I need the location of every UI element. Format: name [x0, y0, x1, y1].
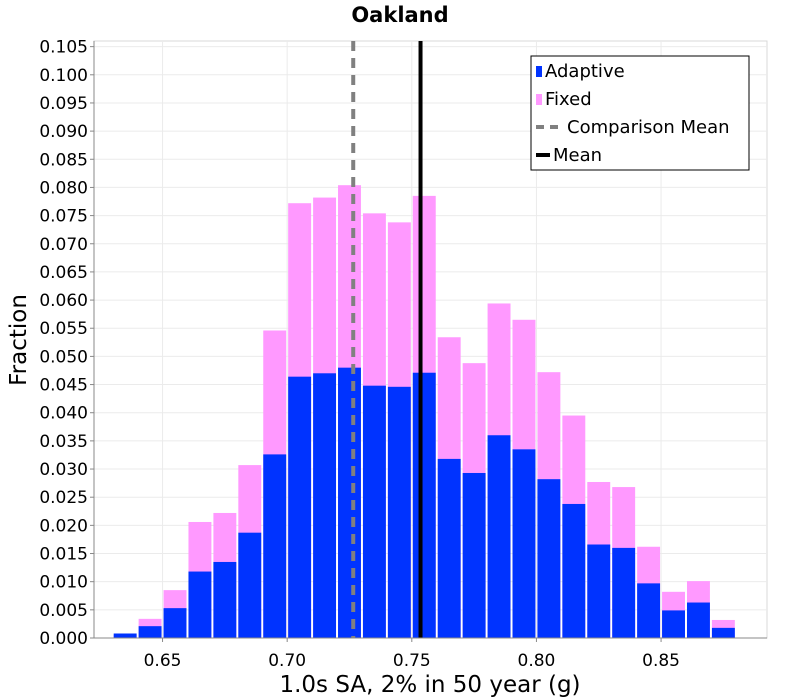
bar-adaptive [437, 458, 461, 638]
bar-adaptive [612, 547, 636, 638]
y-tick-label: 0.030 [39, 460, 88, 480]
bar-adaptive [338, 367, 361, 638]
y-tick-label: 0.020 [39, 516, 88, 536]
bar-adaptive [163, 608, 187, 638]
y-tick-label: 0.090 [39, 122, 88, 142]
x-tick-label: 0.70 [268, 651, 306, 671]
y-tick-label: 0.080 [39, 178, 88, 198]
legend: Adaptive Fixed Comparison Mean Mean [530, 55, 750, 171]
legend-label-mean: Mean [553, 145, 602, 166]
x-tick-label: 0.75 [393, 651, 431, 671]
bar-adaptive [711, 627, 735, 638]
bar-adaptive [113, 633, 137, 638]
y-axis-title: Fraction [6, 294, 32, 386]
x-axis-title: 1.0s SA, 2% in 50 year (g) [279, 672, 580, 698]
y-tick-label: 0.005 [39, 601, 88, 621]
y-tick-label: 0.045 [39, 376, 88, 396]
y-tick-label: 0.035 [39, 432, 88, 452]
axes: 0.000 0.005 0.010 0.015 0.020 0.025 0.030 0.035… [39, 38, 767, 671]
y-tick-label: 0.070 [39, 235, 88, 255]
bar-adaptive [487, 435, 511, 638]
bar-adaptive [637, 583, 661, 638]
bars [113, 185, 735, 639]
y-tick-label: 0.025 [39, 488, 88, 508]
y-tick-label: 0.050 [39, 347, 88, 367]
legend-box [530, 55, 750, 171]
bar-adaptive [387, 386, 411, 638]
bar-adaptive [313, 373, 337, 638]
bar-adaptive [537, 479, 561, 638]
bar-adaptive [512, 449, 536, 638]
y-tick-label: 0.065 [39, 263, 88, 283]
y-tick-label: 0.085 [39, 150, 88, 170]
legend-swatch-fixed [536, 94, 542, 105]
bar-adaptive [263, 454, 287, 638]
legend-swatch-adaptive [536, 66, 542, 77]
legend-label-adaptive: Adaptive [545, 61, 625, 82]
y-tick-label: 0.105 [39, 38, 88, 58]
y-tick-label: 0.075 [39, 207, 88, 227]
bar-adaptive [587, 544, 611, 638]
bar-adaptive [138, 626, 162, 638]
legend-label-fixed: Fixed [545, 89, 592, 110]
y-tick-label: 0.095 [39, 94, 88, 114]
bar-adaptive [238, 532, 262, 638]
y-tick-label: 0.010 [39, 573, 88, 593]
bar-adaptive [462, 472, 486, 638]
y-tick-label: 0.000 [39, 629, 88, 649]
bar-adaptive [188, 571, 212, 638]
mean-lines [351, 41, 423, 638]
legend-label-comparison-mean: Comparison Mean [567, 117, 730, 138]
bar-adaptive [662, 610, 685, 638]
x-tick-label: 0.85 [642, 651, 680, 671]
bar-adaptive [412, 372, 436, 638]
bar-adaptive [686, 602, 710, 638]
y-tick-label: 0.055 [39, 319, 88, 339]
y-tick-label: 0.040 [39, 404, 88, 424]
bar-adaptive [362, 385, 386, 638]
bar-adaptive [213, 561, 237, 638]
bar-adaptive [562, 503, 586, 638]
y-tick-label: 0.100 [39, 66, 88, 86]
y-tick-label: 0.015 [39, 545, 88, 565]
chart-title: Oakland [351, 3, 448, 27]
y-tick-label: 0.060 [39, 291, 88, 311]
x-tick-label: 0.80 [518, 651, 556, 671]
bar-adaptive [288, 376, 312, 638]
x-tick-label: 0.65 [144, 651, 182, 671]
